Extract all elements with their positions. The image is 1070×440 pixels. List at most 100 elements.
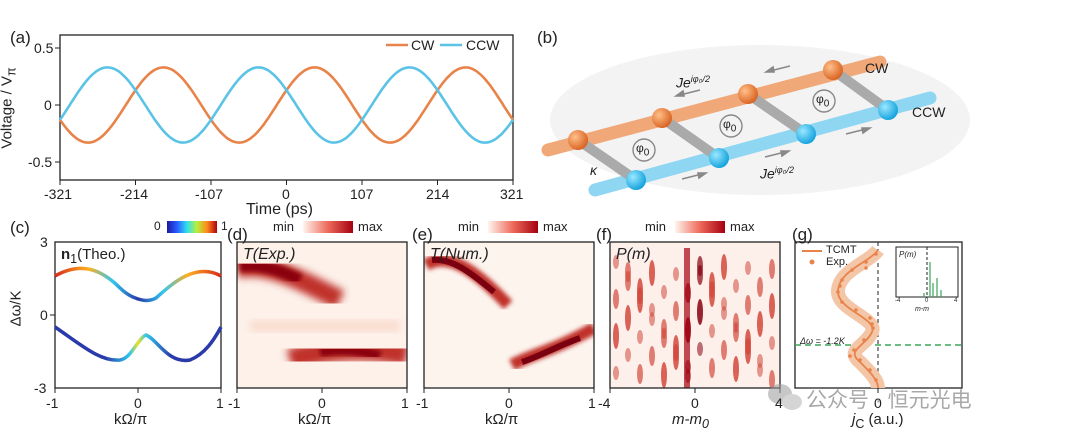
- panel-c-ylabel: Δω/K: [7, 290, 25, 327]
- panel-label-e: (e): [412, 225, 433, 244]
- exp-point: [836, 290, 840, 294]
- pm-center-streak: [684, 248, 690, 388]
- colorbar-e-max: max: [543, 219, 568, 234]
- pm-blob: [757, 311, 763, 337]
- exp-point: [838, 284, 842, 288]
- pm-blob: [673, 267, 679, 281]
- pm-blob: [697, 256, 703, 276]
- pm-blob: [733, 279, 739, 293]
- pm-blob: [649, 303, 655, 317]
- pm-blob: [757, 277, 763, 297]
- ccw-voltage-curve: [58, 66, 515, 144]
- colorbar-num: [488, 221, 538, 233]
- panel-e-title: T(Num.): [430, 246, 489, 263]
- exp-point: [870, 322, 874, 326]
- panel-g-plot: [794, 241, 963, 393]
- panel-e-heatmap: [423, 241, 595, 393]
- panel-a-plot: [55, 34, 515, 185]
- exp-point: [874, 378, 878, 382]
- cw-resonator: [568, 130, 588, 150]
- exp-point: [862, 338, 866, 342]
- pm-blob: [661, 285, 667, 299]
- wechat-icon: [768, 384, 802, 410]
- a-xtick: 321: [500, 186, 524, 202]
- exp-point: [840, 278, 844, 282]
- pm-blob: [745, 329, 751, 355]
- pm-blob: [613, 366, 619, 380]
- legend-cw-label: CW: [411, 37, 435, 53]
- f-xtick: 4: [775, 395, 783, 411]
- pm-blob: [697, 342, 703, 356]
- coupling-bottom-label: Jeiφ₀/2: [760, 165, 794, 182]
- colorbar-d-min: min: [273, 219, 294, 234]
- inset-xtick: -4: [895, 298, 901, 304]
- exp-point: [868, 316, 872, 320]
- a-ytick: 0.5: [34, 40, 54, 56]
- a-xtick: -107: [195, 186, 224, 202]
- panel-label-d: (d): [227, 225, 248, 244]
- c-xtick: 1: [216, 395, 224, 411]
- panel-label-b: (b): [537, 28, 558, 47]
- panel-c-title: n1(Theo.): [61, 246, 126, 266]
- exp-point: [840, 300, 844, 304]
- panel-d-title: T(Exp.): [243, 246, 296, 263]
- pm-blob: [721, 340, 727, 360]
- panel-label-f: (f): [596, 225, 613, 244]
- pm-blob: [733, 356, 739, 382]
- e-xtick: 0: [505, 395, 513, 411]
- legend-ccw-label: CCW: [466, 37, 500, 53]
- pm-blob: [769, 336, 775, 350]
- panel-b-illustration: [541, 45, 970, 197]
- c-ytick: 3: [40, 234, 48, 250]
- colorbar-c-min: 0: [154, 219, 161, 233]
- a-xtick: 214: [426, 186, 450, 202]
- exp-point: [874, 252, 878, 256]
- c-xtick: -1: [46, 395, 59, 411]
- pm-blob: [661, 362, 667, 388]
- colorbar-e-min: min: [458, 219, 479, 234]
- inset-xtick: 0: [925, 298, 929, 304]
- pm-blob: [745, 261, 751, 275]
- pm-blob: [721, 254, 727, 280]
- inset-xlabel: m-m: [915, 306, 929, 313]
- d-xtick: 0: [318, 395, 326, 411]
- lower-band-curve: [54, 325, 223, 363]
- a-xtick: -321: [44, 186, 73, 202]
- inset-ylabel: P(m): [899, 250, 917, 259]
- pm-blob: [709, 358, 715, 378]
- pm-blob: [637, 330, 643, 344]
- pm-blob: [769, 370, 775, 388]
- pm-blob: [757, 354, 763, 368]
- f-xtick: 0: [691, 395, 699, 411]
- exp-point: [852, 348, 856, 352]
- d-xtick: 1: [401, 395, 409, 411]
- exp-point: [864, 266, 868, 270]
- exp-point: [848, 354, 852, 358]
- ccw-resonator: [878, 100, 898, 120]
- pm-blob: [697, 299, 703, 325]
- panel-label-a: (a): [10, 28, 31, 47]
- exp-point: [868, 368, 872, 372]
- colorbar-pm: [675, 221, 725, 233]
- cw-label: CW: [865, 60, 889, 76]
- pm-blob: [625, 348, 631, 362]
- pm-blob: [673, 335, 679, 361]
- a-ytick: 0: [44, 97, 52, 113]
- exp-point: [871, 326, 875, 330]
- pm-blob: [673, 301, 679, 321]
- c-xtick: 0: [134, 395, 142, 411]
- pm-blob: [769, 293, 775, 319]
- pm-blob: [769, 259, 775, 279]
- inset-plot: [895, 246, 959, 298]
- pm-blob: [625, 305, 631, 331]
- upper-band-curve: [54, 266, 222, 303]
- a-xtick: 107: [350, 186, 374, 202]
- panel-label-c: (c): [10, 218, 30, 237]
- a-xtick: -214: [120, 186, 149, 202]
- exp-point: [864, 260, 868, 264]
- flux-label: φ0: [723, 117, 737, 135]
- panel-d-xlabel: kΩ/π: [298, 411, 332, 428]
- panel-label-g: (g): [792, 225, 813, 244]
- pm-blob: [613, 323, 619, 349]
- pm-blob: [709, 324, 715, 338]
